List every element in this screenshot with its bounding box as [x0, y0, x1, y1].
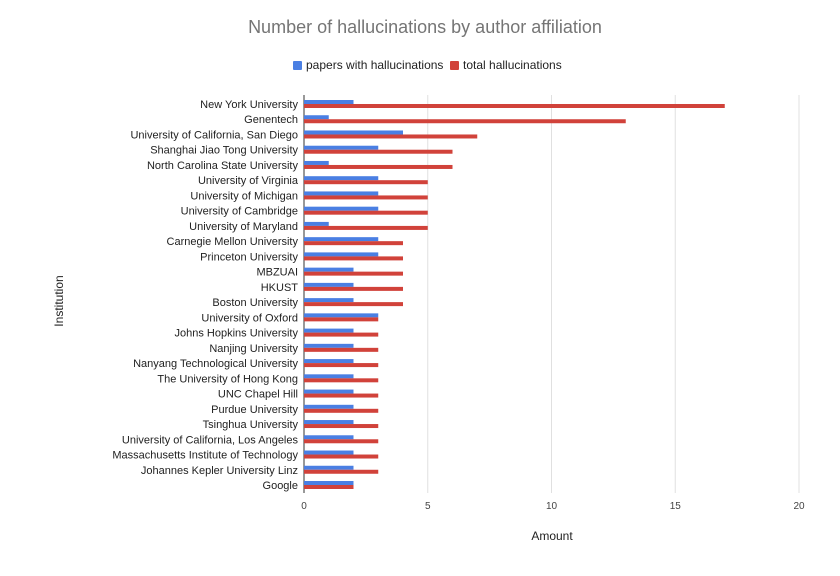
category-label: Shanghai Jiao Tong University: [150, 145, 298, 157]
bar-papers-with-hallucinations: [304, 176, 379, 181]
x-tick-label: 5: [425, 501, 431, 512]
x-axis-title: Amount: [531, 529, 573, 543]
category-label: The University of Hong Kong: [157, 373, 298, 385]
category-label: University of Maryland: [189, 221, 298, 233]
bar-papers-with-hallucinations: [304, 206, 379, 211]
bar-papers-with-hallucinations: [304, 100, 354, 104]
bar-total-hallucinations: [304, 454, 379, 459]
bar-total-hallucinations: [304, 302, 403, 307]
bar-papers-with-hallucinations: [304, 191, 379, 196]
category-label: University of California, San Diego: [130, 129, 298, 141]
bar-papers-with-hallucinations: [304, 389, 354, 394]
bar-total-hallucinations: [304, 286, 403, 291]
category-label: Nanyang Technological University: [133, 358, 298, 370]
category-label: University of Oxford: [201, 312, 298, 324]
y-axis-title: Institution: [52, 275, 66, 326]
bar-papers-with-hallucinations: [304, 313, 379, 318]
bar-papers-with-hallucinations: [304, 267, 354, 272]
bar-total-hallucinations: [304, 195, 428, 200]
bar-total-hallucinations: [304, 164, 453, 169]
bar-papers-with-hallucinations: [304, 252, 379, 257]
bar-total-hallucinations: [304, 119, 626, 124]
category-labels: New York University Genentech University o…: [112, 99, 299, 492]
category-label: Tsinghua University: [203, 419, 299, 431]
category-label: Genentech: [244, 114, 298, 126]
bar-total-hallucinations: [304, 439, 379, 444]
bar-total-hallucinations: [304, 485, 354, 489]
category-label: North Carolina State University: [147, 160, 299, 172]
bar-total-hallucinations: [304, 180, 428, 185]
bar-papers-with-hallucinations: [304, 404, 354, 409]
bar-papers-with-hallucinations: [304, 328, 354, 333]
bar-total-hallucinations: [304, 393, 379, 398]
bar-papers-with-hallucinations: [304, 115, 329, 120]
bar-total-hallucinations: [304, 347, 379, 352]
legend-label-papers: papers with hallucinations: [306, 58, 443, 72]
gridlines: [303, 95, 800, 493]
category-label: Google: [263, 480, 298, 492]
legend-label-total: total hallucinations: [463, 58, 562, 72]
bar-total-hallucinations: [304, 256, 403, 261]
bar-total-hallucinations: [304, 332, 379, 337]
category-label: Massachusetts Institute of Technology: [112, 450, 298, 462]
category-label: University of Cambridge: [181, 206, 298, 218]
bars: [304, 100, 725, 489]
x-tick-label: 0: [301, 501, 307, 512]
category-label: University of Michigan: [190, 190, 298, 202]
bar-total-hallucinations: [304, 149, 453, 154]
bar-papers-with-hallucinations: [304, 145, 379, 150]
bar-total-hallucinations: [304, 134, 478, 139]
legend-swatch-total: [450, 61, 459, 70]
bar-papers-with-hallucinations: [304, 130, 403, 135]
chart-title: Number of hallucinations by author affil…: [248, 17, 602, 37]
bar-papers-with-hallucinations: [304, 359, 354, 364]
bar-total-hallucinations: [304, 317, 379, 322]
x-tick-label: 20: [793, 501, 805, 512]
bar-papers-with-hallucinations: [304, 160, 329, 165]
bar-papers-with-hallucinations: [304, 343, 354, 348]
bar-total-hallucinations: [304, 378, 379, 383]
bar-papers-with-hallucinations: [304, 420, 354, 425]
x-tick-label: 15: [670, 501, 682, 512]
bar-papers-with-hallucinations: [304, 282, 354, 287]
bar-papers-with-hallucinations: [304, 374, 354, 379]
bar-papers-with-hallucinations: [304, 298, 354, 303]
category-label: New York University: [200, 99, 298, 111]
category-label: Johannes Kepler University Linz: [141, 465, 298, 477]
x-tick-label: 10: [546, 501, 558, 512]
category-label: Princeton University: [200, 251, 298, 263]
category-label: Johns Hopkins University: [175, 328, 299, 340]
category-label: Carnegie Mellon University: [167, 236, 299, 248]
bar-papers-with-hallucinations: [304, 237, 379, 242]
category-label: MBZUAI: [256, 267, 298, 279]
x-tick-labels: 0 5 10 15 20: [301, 501, 805, 512]
category-label: Boston University: [212, 297, 298, 309]
bar-total-hallucinations: [304, 363, 379, 368]
bar-total-hallucinations: [304, 408, 379, 413]
category-label: UNC Chapel Hill: [218, 389, 298, 401]
bar-papers-with-hallucinations: [304, 465, 354, 470]
legend-swatch-papers: [293, 61, 302, 70]
bar-total-hallucinations: [304, 225, 428, 230]
bar-papers-with-hallucinations: [304, 435, 354, 440]
category-label: University of Virginia: [198, 175, 299, 187]
category-label: HKUST: [261, 282, 299, 294]
category-label: University of California, Los Angeles: [122, 434, 299, 446]
legend: papers with hallucinations total halluci…: [293, 58, 562, 72]
bar-total-hallucinations: [304, 104, 725, 108]
category-label: Nanjing University: [209, 343, 298, 355]
bar-papers-with-hallucinations: [304, 221, 329, 226]
bar-total-hallucinations: [304, 469, 379, 474]
bar-papers-with-hallucinations: [304, 481, 354, 485]
category-label: Purdue University: [211, 404, 298, 416]
bar-total-hallucinations: [304, 271, 403, 276]
bar-total-hallucinations: [304, 424, 379, 429]
bar-papers-with-hallucinations: [304, 450, 354, 455]
bar-total-hallucinations: [304, 210, 428, 215]
bar-total-hallucinations: [304, 241, 403, 246]
